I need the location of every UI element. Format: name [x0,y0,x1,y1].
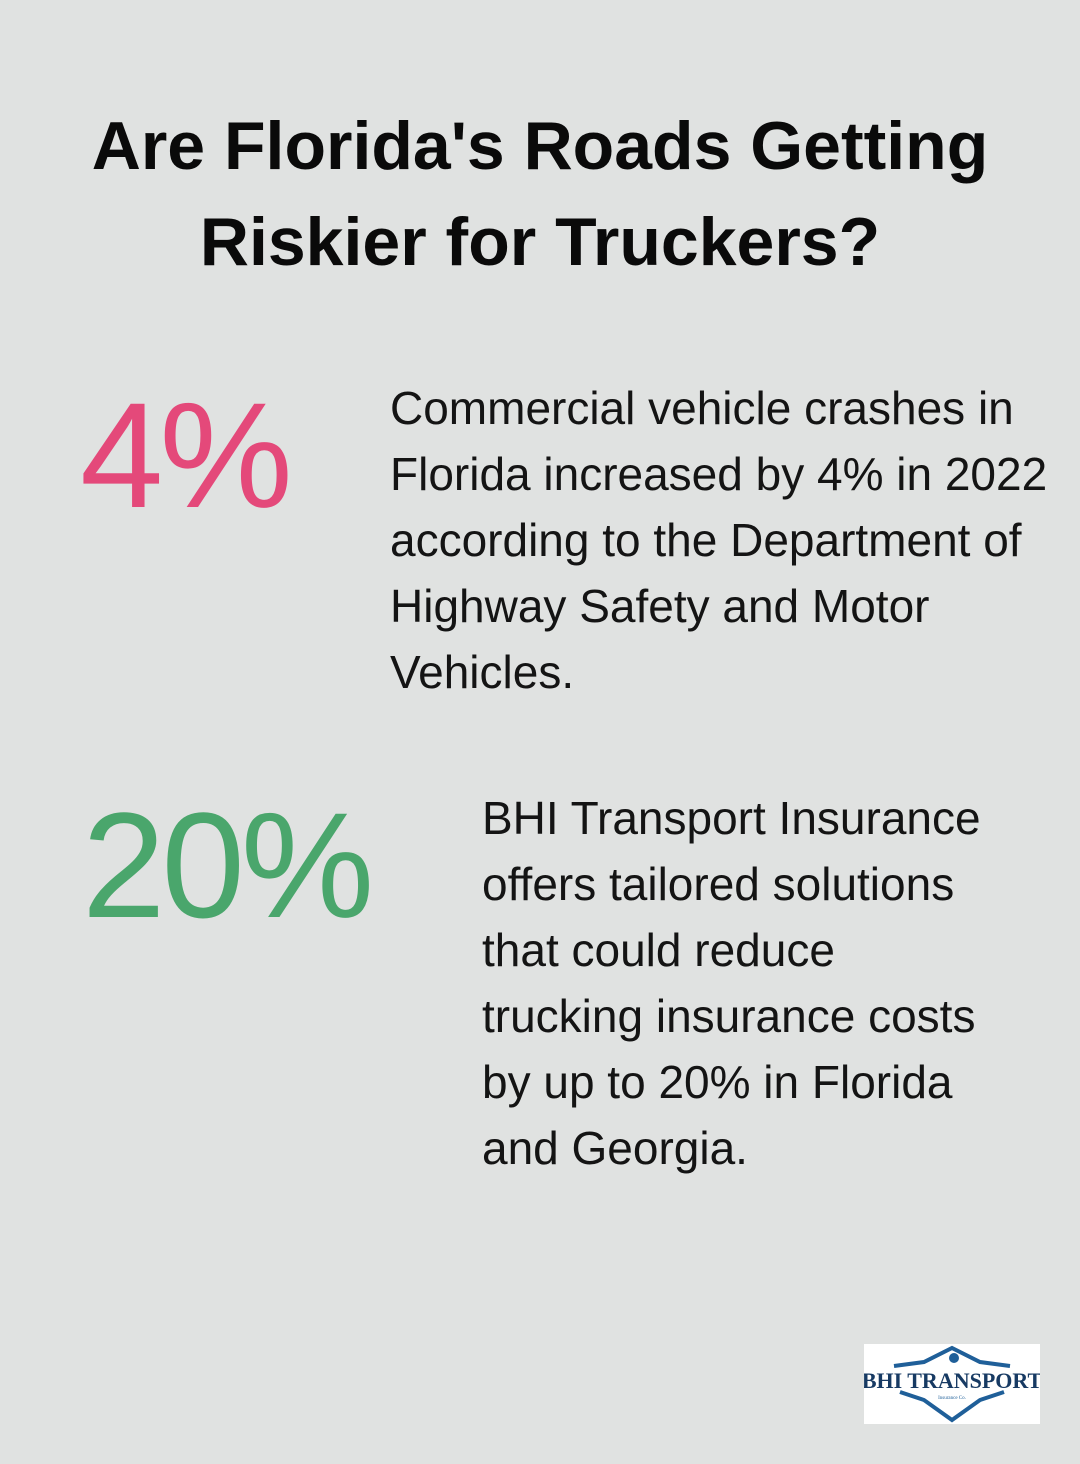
stat-description-cost-reduction: BHI Transport Insurance offers tailored … [482,792,981,1174]
stat-value-crash-increase: 4% [80,371,293,539]
stat-value-cost-reduction: 20% [82,781,374,949]
bhi-transport-logo: BHI TRANSPORT Insurance Co. [862,1344,1043,1424]
stat-description-crash-increase: Commercial vehicle crashes in Florida in… [390,382,1048,698]
shield-logo-icon: BHI TRANSPORT Insurance Co. [862,1345,1043,1423]
svg-text:Insurance Co.: Insurance Co. [938,1396,966,1401]
page-title: Are Florida's Roads Getting Riskier for … [91,108,989,280]
svg-text:BHI TRANSPORT: BHI TRANSPORT [864,1368,1040,1393]
